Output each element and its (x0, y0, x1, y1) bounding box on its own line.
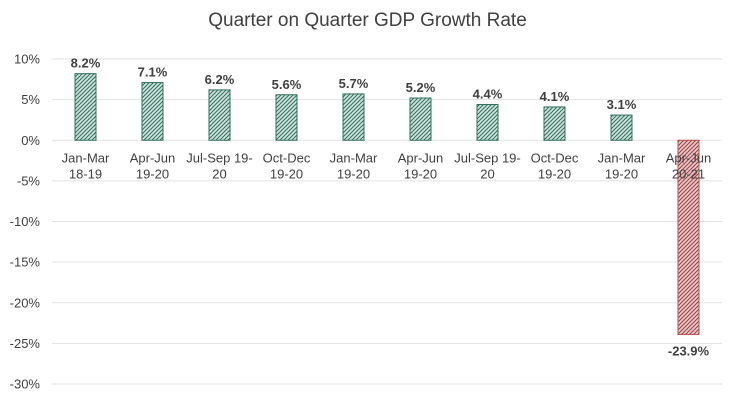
y-tick-label: -30% (10, 377, 41, 392)
x-tick-line: 19-20 (136, 166, 169, 181)
bars (74, 73, 700, 335)
y-tick-label: -20% (10, 295, 41, 310)
data-label: 3.1% (607, 97, 637, 112)
data-label: 5.7% (339, 76, 369, 91)
bar (677, 139, 700, 335)
data-label: 6.2% (205, 72, 235, 87)
x-tick-label: Jan-Mar 19-20 (598, 150, 646, 181)
x-tick-line: Apr-Jun (130, 150, 176, 165)
x-tick-label: Jan-Mar 18-19 (62, 150, 110, 181)
bar (409, 97, 432, 141)
x-tick-line: 19-20 (538, 166, 571, 181)
x-tick-line: Oct-Dec (531, 150, 579, 165)
bar (476, 104, 499, 141)
x-tick-line: 19-20 (605, 166, 638, 181)
x-tick-line: Apr-Jun (398, 150, 444, 165)
bar (610, 114, 633, 141)
bar (543, 106, 566, 141)
y-tick-label: 10% (14, 52, 40, 67)
x-tick-line: Jan-Mar (330, 150, 378, 165)
chart-title: Quarter on Quarter GDP Growth Rate (208, 10, 527, 31)
data-labels: 8.2% 7.1% 6.2% 5.6% 5.7% 5.2% 4.4% 4.1% 3.1% -23.… (71, 56, 710, 359)
y-tick-label: -5% (17, 173, 41, 188)
x-tick-label: Apr-Jun 19-20 (398, 150, 444, 181)
data-label: 4.4% (473, 87, 503, 102)
x-tick-line: Apr-Jun (666, 150, 712, 165)
bar (141, 82, 164, 141)
data-label: 5.2% (406, 80, 436, 95)
x-tick-line: 18-19 (69, 166, 102, 181)
x-tick-label: Oct-Dec 19-20 (531, 150, 579, 181)
y-tick-label: -10% (10, 214, 41, 229)
x-tick-label: Oct-Dec 19-20 (263, 150, 311, 181)
y-tick-label: 5% (21, 92, 40, 107)
x-tick-label: Jan-Mar 19-20 (330, 150, 378, 181)
data-label: 5.6% (272, 77, 302, 92)
x-tick-line: 20 (212, 166, 226, 181)
bar (74, 73, 97, 141)
x-tick-line: Jan-Mar (598, 150, 646, 165)
x-tick-line: 20-21 (672, 166, 705, 181)
x-tick-line: Jul-Sep 19- (186, 150, 252, 165)
bar (208, 89, 231, 141)
x-tick-line: 19-20 (270, 166, 303, 181)
x-tick-line: 19-20 (404, 166, 437, 181)
y-tick-label: 0% (21, 133, 40, 148)
x-tick-label: Apr-Jun 20-21 (666, 150, 712, 181)
y-axis-ticks: 10% 5% 0% -5% -10% -15% -20% -25% -30% (10, 52, 41, 392)
bar (275, 94, 298, 141)
gridlines (52, 58, 722, 385)
data-label: 8.2% (71, 56, 101, 71)
x-tick-label: Jul-Sep 19-20 (454, 150, 520, 181)
x-tick-label: Jul-Sep 19-20 (186, 150, 252, 181)
x-tick-line: Oct-Dec (263, 150, 311, 165)
y-tick-label: -15% (10, 255, 41, 270)
x-tick-line: Jul-Sep 19- (454, 150, 520, 165)
data-label: -23.9% (668, 343, 710, 358)
x-tick-line: 20 (480, 166, 494, 181)
data-label: 4.1% (540, 89, 570, 104)
bar (342, 93, 365, 141)
y-tick-label: -25% (10, 336, 41, 351)
x-tick-line: Jan-Mar (62, 150, 110, 165)
x-tick-line: 19-20 (337, 166, 370, 181)
data-label: 7.1% (138, 65, 168, 80)
x-tick-label: Apr-Jun 19-20 (130, 150, 176, 181)
